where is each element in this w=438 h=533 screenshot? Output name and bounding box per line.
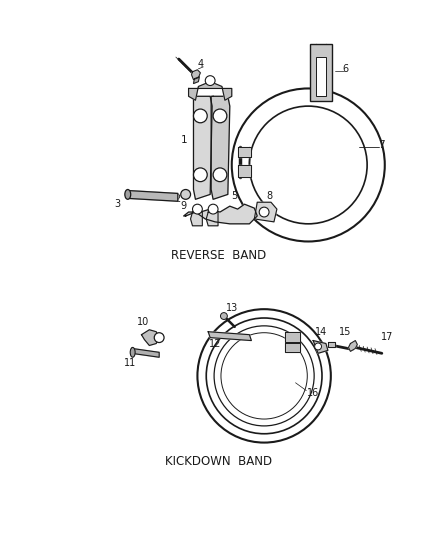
Polygon shape — [206, 212, 218, 226]
Text: 13: 13 — [226, 303, 238, 313]
Circle shape — [314, 343, 321, 350]
Polygon shape — [211, 96, 230, 199]
Polygon shape — [189, 82, 232, 100]
Text: 4: 4 — [197, 59, 203, 69]
Circle shape — [259, 207, 269, 217]
Circle shape — [213, 168, 227, 182]
Polygon shape — [194, 77, 199, 84]
Circle shape — [194, 109, 207, 123]
Text: KICKDOWN  BAND: KICKDOWN BAND — [166, 455, 272, 468]
Polygon shape — [191, 70, 200, 79]
Text: 11: 11 — [124, 358, 136, 368]
FancyBboxPatch shape — [316, 57, 326, 96]
Text: 6: 6 — [343, 64, 349, 74]
Polygon shape — [208, 332, 251, 341]
Text: 3: 3 — [114, 199, 120, 209]
Text: 9: 9 — [180, 201, 187, 211]
Text: 15: 15 — [339, 327, 352, 337]
Polygon shape — [285, 332, 300, 342]
Circle shape — [205, 76, 215, 85]
Text: 10: 10 — [138, 317, 150, 327]
Polygon shape — [349, 341, 357, 351]
Text: 16: 16 — [307, 387, 319, 398]
Text: 2: 2 — [175, 195, 181, 204]
Ellipse shape — [130, 348, 135, 357]
Text: 1: 1 — [180, 135, 187, 146]
Polygon shape — [328, 342, 335, 348]
Circle shape — [154, 333, 164, 343]
Text: REVERSE  BAND: REVERSE BAND — [171, 249, 267, 262]
Text: 5: 5 — [232, 191, 238, 201]
Circle shape — [181, 190, 191, 199]
Circle shape — [220, 313, 227, 319]
Text: 8: 8 — [266, 191, 272, 201]
Polygon shape — [184, 204, 257, 224]
Polygon shape — [238, 147, 251, 157]
Polygon shape — [127, 190, 178, 201]
FancyBboxPatch shape — [310, 44, 332, 101]
Circle shape — [193, 204, 202, 214]
Polygon shape — [132, 349, 159, 357]
Polygon shape — [238, 165, 251, 177]
Text: 14: 14 — [315, 327, 327, 337]
Polygon shape — [141, 330, 159, 345]
Circle shape — [208, 204, 218, 214]
Polygon shape — [191, 212, 202, 226]
Polygon shape — [285, 343, 300, 352]
Circle shape — [194, 168, 207, 182]
Text: 7: 7 — [378, 140, 385, 150]
Circle shape — [213, 109, 227, 123]
Polygon shape — [194, 96, 212, 199]
Ellipse shape — [125, 190, 131, 199]
Polygon shape — [313, 341, 328, 353]
Text: 17: 17 — [381, 332, 393, 342]
Text: 12: 12 — [209, 338, 221, 349]
Polygon shape — [254, 202, 277, 222]
